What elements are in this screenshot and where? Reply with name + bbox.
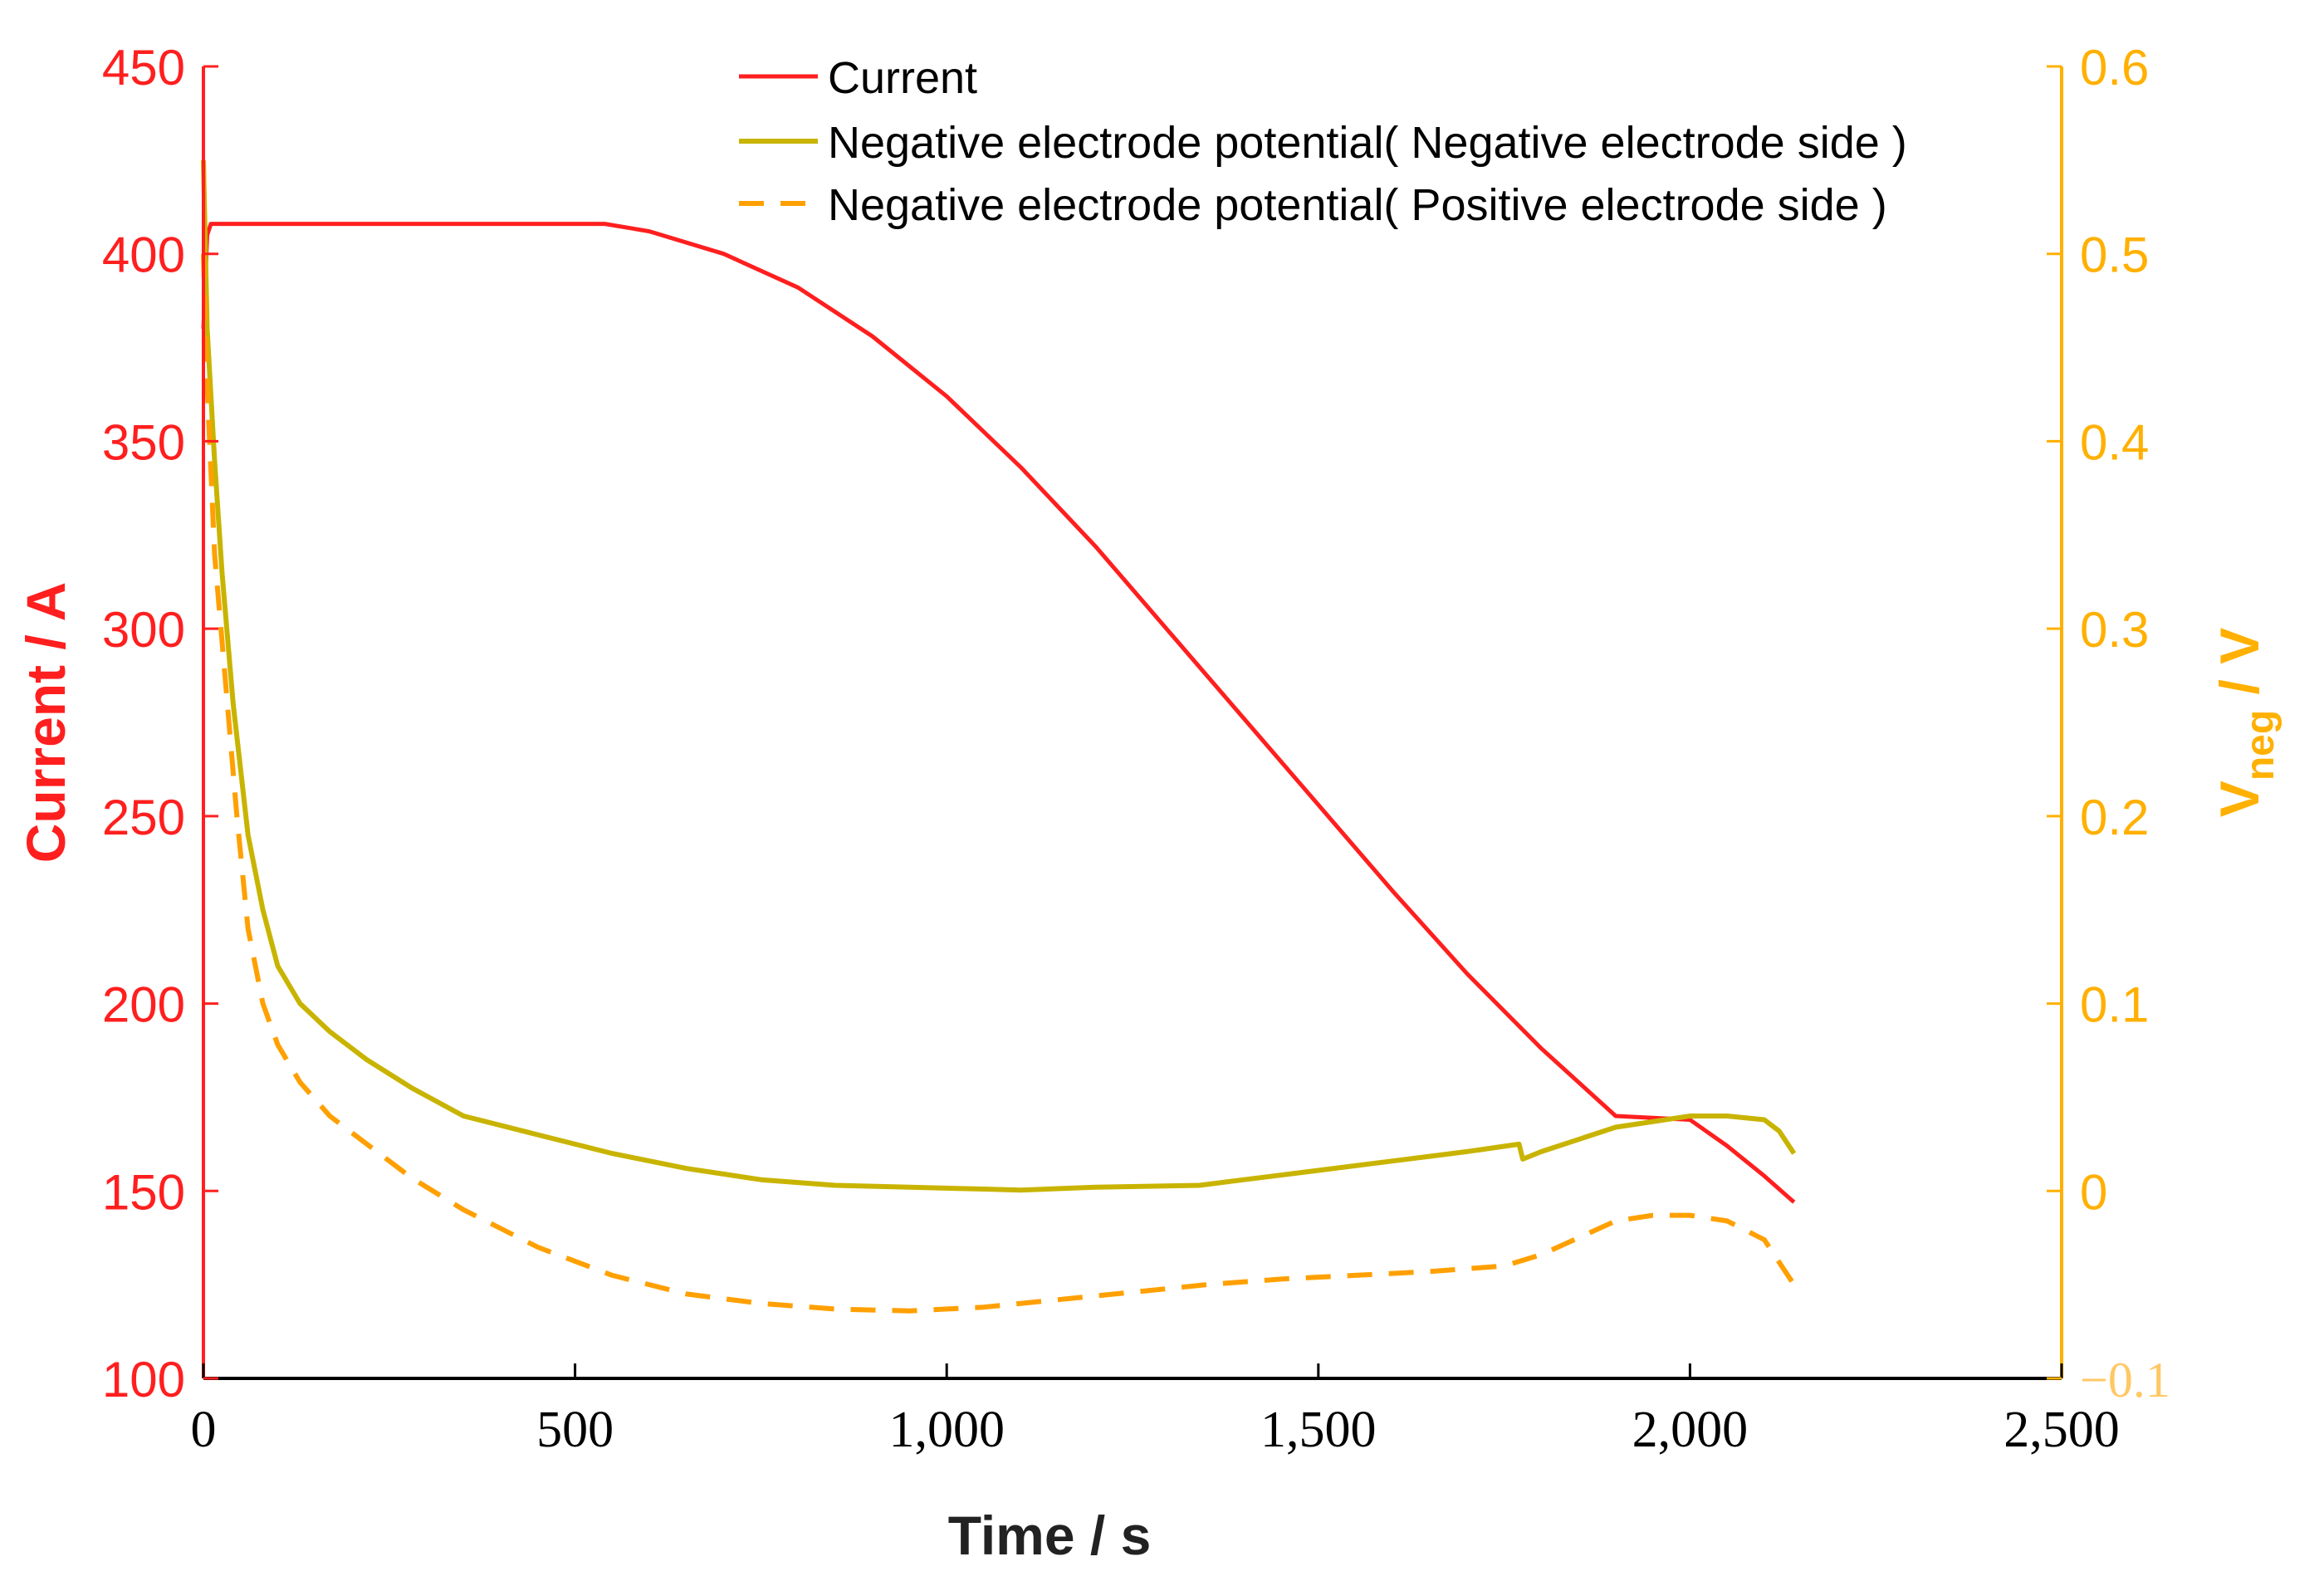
x-tick-label: 0 [191,1402,217,1458]
y-right-title-main: V [2209,781,2270,817]
y-left-tick-label: 300 [102,602,185,658]
x-axis-title: Time / s [948,1505,1152,1566]
y-right-tick-label: 0.5 [2080,228,2149,283]
x-tick-label: 2,000 [1632,1402,1749,1458]
y-right-tick-label: 0.2 [2080,790,2149,845]
y-left-axis-title: Current / A [15,582,76,864]
y-left-tick-label: 450 [102,40,185,95]
series-line-0 [201,222,1796,1204]
series-line-2 [201,253,1797,1314]
y-right-tick-label: 0 [2080,1164,2107,1220]
series-group [201,159,1797,1314]
x-tick-label: 2,500 [2004,1402,2120,1458]
y-left-tick-label: 250 [102,790,185,845]
x-tick-label: 500 [536,1402,614,1458]
axes-group: 0 500 1,000 1,500 2,000 2,500 100 150 200 250 300 3… [102,40,2170,1458]
y-right-tick-label: 0.1 [2080,977,2149,1033]
y-right-axis-title: Vneg / V [2209,628,2282,817]
axis-labels: Time / s Current / A Vneg / V [15,582,2282,1566]
y-right-tick-label: 0.3 [2080,602,2149,658]
legend-label-2: Negative electrode potential( Positive e… [828,180,1887,230]
x-tick-label: 1,000 [888,1402,1005,1458]
y-left-tick-label: 350 [102,414,185,470]
y-left-tick-label: 200 [102,977,185,1033]
y-right-title-suffix: / V [2209,628,2270,710]
series-line-1 [201,159,1797,1193]
legend-label-1: Negative electrode potential( Negative e… [828,118,1907,168]
y-left-tick-label: 400 [102,228,185,283]
y-right-title-sub: neg [2238,710,2282,781]
y-right-tick-label: 0.6 [2080,40,2149,95]
y-right-tick-label: −0.1 [2080,1353,2170,1407]
legend-label-0: Current [828,53,977,103]
y-right-tick-label: 0.4 [2080,414,2149,470]
y-left-tick-label: 150 [102,1164,185,1220]
y-left-tick-label: 100 [102,1352,185,1407]
x-tick-label: 1,500 [1260,1402,1377,1458]
legend: Current Negative electrode potential( Neg… [739,53,1907,230]
